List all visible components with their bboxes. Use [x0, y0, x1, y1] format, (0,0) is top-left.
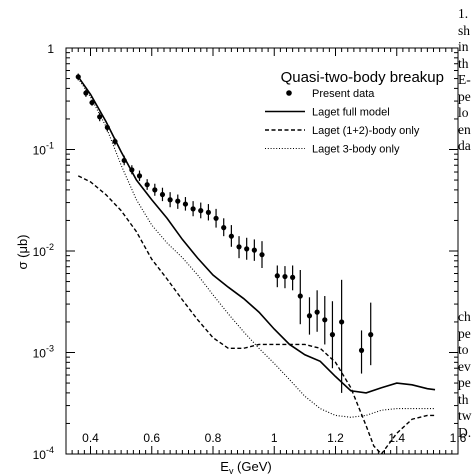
- data-point: [314, 309, 320, 315]
- x-axis-label: Eγ (GeV): [220, 459, 271, 474]
- x-tick-label: 0.4: [82, 431, 99, 445]
- data-point: [190, 206, 196, 212]
- side-text-line: sh: [458, 22, 471, 38]
- data-point: [144, 182, 150, 188]
- data-point: [306, 313, 313, 319]
- y-tick-base: 10: [33, 448, 47, 462]
- legend-marker-points: [286, 90, 292, 96]
- data-point: [152, 187, 158, 193]
- side-text-line: 1.: [458, 6, 469, 21]
- series-line-dashed: [77, 175, 436, 456]
- side-text-line: pe: [458, 375, 471, 390]
- data-point: [251, 247, 257, 253]
- data-point: [121, 157, 127, 164]
- data-point: [182, 201, 189, 207]
- y-axis-label: σ (μb): [15, 234, 30, 269]
- x-axis-label-unit: (GeV): [233, 459, 271, 474]
- legend-label: Laget full model: [312, 107, 390, 119]
- y-tick-label: 10-3: [33, 344, 54, 361]
- series-line-solid: [77, 76, 436, 394]
- side-text-line: da: [458, 138, 471, 153]
- y-tick-label: 1: [47, 42, 54, 56]
- data-point: [159, 191, 166, 198]
- x-axis-label-sub: γ: [229, 466, 234, 474]
- data-point: [97, 114, 103, 120]
- data-point: [104, 124, 110, 131]
- data-point: [228, 233, 234, 239]
- data-point: [213, 215, 219, 221]
- y-tick-base: 1: [47, 42, 54, 56]
- legend-label: Laget (1+2)-body only: [312, 125, 420, 137]
- legend-label: Present data: [312, 88, 375, 100]
- data-point: [205, 209, 212, 216]
- y-tick-base: 10: [33, 144, 47, 158]
- data-point: [129, 167, 135, 173]
- legend: Present data Laget full model Laget (1+2)-…: [265, 88, 420, 156]
- x-tick-label: 1.2: [327, 431, 344, 445]
- y-tick-exp: -3: [46, 344, 54, 354]
- data-point: [358, 347, 365, 353]
- side-text-line: in: [458, 39, 469, 54]
- x-tick-label: 0.8: [205, 431, 222, 445]
- side-text-line: to: [458, 342, 469, 357]
- y-tick-exp: -4: [46, 445, 54, 455]
- data-point: [221, 225, 227, 231]
- data-point: [198, 208, 204, 214]
- side-text-line: pe: [458, 325, 471, 341]
- y-tick-exp: -2: [46, 242, 54, 252]
- side-text-line: E-: [458, 72, 471, 87]
- data-point: [136, 173, 143, 179]
- data-point: [175, 198, 181, 204]
- series-lines: [77, 76, 436, 456]
- data-point: [75, 74, 81, 80]
- side-text-line: D.: [458, 424, 472, 440]
- data-point: [339, 319, 345, 325]
- x-axis-label-main: E: [220, 459, 229, 474]
- x-tick-label: 1: [271, 431, 278, 445]
- data-point: [297, 293, 303, 299]
- x-tick-label: 0.6: [143, 431, 160, 445]
- side-text-line: en: [458, 121, 471, 137]
- side-text-top: 1. sh in th E-pe lo en da: [458, 6, 471, 155]
- y-tick-label: 10-2: [33, 242, 54, 259]
- side-text-line: ev: [458, 358, 471, 374]
- x-tick-labels: 0.4 0.6 0.8 1 1.2 1.4 1.6: [82, 431, 467, 445]
- legend-label: Laget 3-body only: [312, 144, 400, 156]
- y-tick-label: 10-4: [33, 445, 54, 462]
- data-point: [290, 274, 296, 280]
- data-point: [167, 197, 173, 203]
- data-point: [236, 244, 242, 250]
- y-tick-base: 10: [33, 245, 47, 259]
- y-tick-labels: 110-110-210-310-4: [33, 42, 55, 462]
- side-text-line: lo: [458, 105, 469, 120]
- data-point: [89, 99, 95, 106]
- side-text-line: pe: [458, 88, 471, 104]
- axis-ticks: [66, 48, 459, 455]
- data-point: [244, 246, 250, 252]
- side-text-bottom: ch pe to ev pe th tw D.: [458, 309, 472, 441]
- side-text-line: ch: [458, 309, 471, 324]
- data-point: [274, 273, 280, 279]
- y-tick-exp: -1: [46, 141, 54, 151]
- y-tick-label: 10-1: [33, 141, 54, 158]
- x-tick-label: 1.6: [450, 431, 467, 445]
- side-text-line: th: [458, 55, 469, 71]
- data-point: [282, 273, 288, 280]
- data-point: [259, 252, 265, 258]
- data-point: [368, 332, 374, 338]
- data-point: [112, 138, 118, 145]
- series-line-dotted: [77, 78, 436, 418]
- x-tick-label: 1.4: [388, 431, 405, 445]
- side-text-line: th: [458, 391, 469, 407]
- side-text-line: tw: [458, 408, 472, 423]
- data-point: [83, 90, 89, 96]
- y-tick-base: 10: [33, 347, 47, 361]
- chart-title: Quasi-two-body breakup: [281, 69, 444, 86]
- data-point: [329, 332, 336, 338]
- data-points: [75, 73, 374, 393]
- data-point: [322, 317, 328, 323]
